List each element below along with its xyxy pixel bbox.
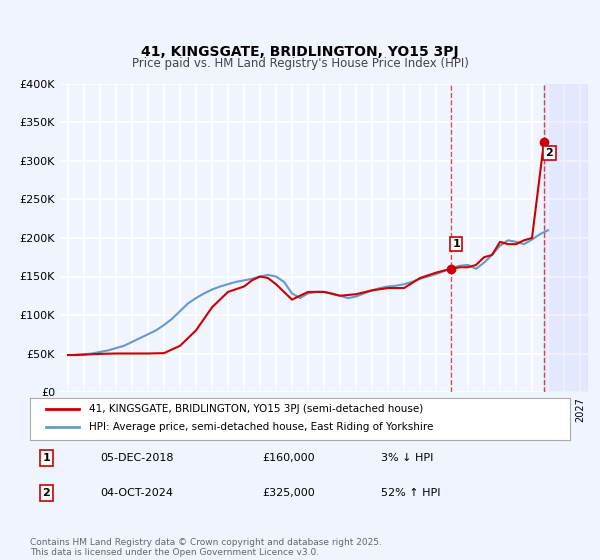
- Text: Contains HM Land Registry data © Crown copyright and database right 2025.
This d: Contains HM Land Registry data © Crown c…: [30, 538, 382, 557]
- Text: Price paid vs. HM Land Registry's House Price Index (HPI): Price paid vs. HM Land Registry's House …: [131, 57, 469, 70]
- Text: 05-DEC-2018: 05-DEC-2018: [100, 453, 174, 463]
- Text: 41, KINGSGATE, BRIDLINGTON, YO15 3PJ: 41, KINGSGATE, BRIDLINGTON, YO15 3PJ: [141, 45, 459, 59]
- Text: £325,000: £325,000: [262, 488, 315, 498]
- Text: 2: 2: [545, 148, 553, 158]
- Text: HPI: Average price, semi-detached house, East Riding of Yorkshire: HPI: Average price, semi-detached house,…: [89, 422, 434, 432]
- Text: 04-OCT-2024: 04-OCT-2024: [100, 488, 173, 498]
- Text: £160,000: £160,000: [262, 453, 315, 463]
- Text: 2: 2: [43, 488, 50, 498]
- Text: 1: 1: [43, 453, 50, 463]
- Bar: [544, 84, 588, 392]
- Text: 52% ↑ HPI: 52% ↑ HPI: [381, 488, 440, 498]
- Text: 3% ↓ HPI: 3% ↓ HPI: [381, 453, 433, 463]
- Text: 41, KINGSGATE, BRIDLINGTON, YO15 3PJ (semi-detached house): 41, KINGSGATE, BRIDLINGTON, YO15 3PJ (se…: [89, 404, 424, 414]
- Text: 1: 1: [452, 239, 460, 249]
